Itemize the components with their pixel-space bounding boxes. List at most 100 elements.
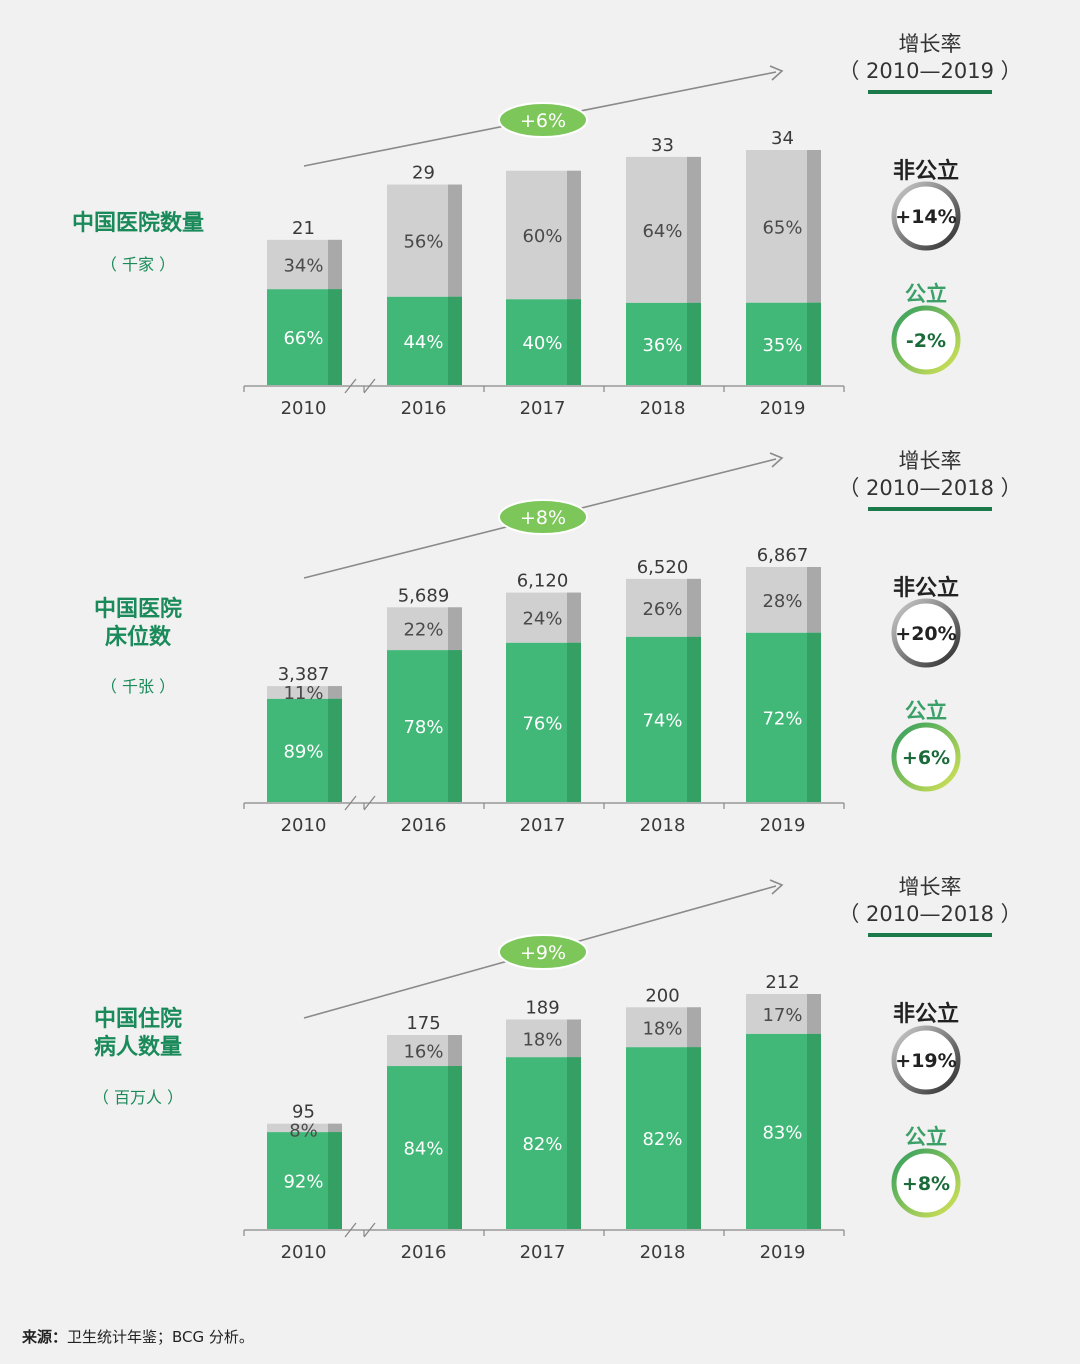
x-tick-label: 2018 <box>640 1242 686 1263</box>
nonpublic-share-label: 24% <box>522 609 562 630</box>
bar-public-side <box>687 636 701 802</box>
axis-break-mark <box>344 1222 357 1238</box>
nonpublic-share-label: 26% <box>642 599 682 620</box>
bar-nonpublic-side <box>807 994 821 1034</box>
chart-title: 床位数 <box>105 624 172 650</box>
public-share-label: 44% <box>403 332 443 353</box>
growth-period: （ 2010—2018 ） <box>838 902 1021 926</box>
bar-nonpublic-side <box>687 156 701 303</box>
bar-public-side <box>807 302 821 385</box>
public-share-label: 82% <box>522 1134 562 1155</box>
bar-public-side <box>328 698 342 802</box>
x-tick-label: 2016 <box>401 398 447 419</box>
bar-public-side <box>567 299 581 385</box>
bar-total-label: 34 <box>771 128 794 149</box>
public-growth-value: +6% <box>902 747 950 769</box>
growth-period: （ 2010—2018 ） <box>838 476 1021 500</box>
chart-title: 中国医院 <box>94 596 182 622</box>
public-share-label: 92% <box>283 1172 323 1193</box>
nonpublic-share-label: 8% <box>289 1121 318 1142</box>
nonpublic-growth-value: +19% <box>895 1050 956 1072</box>
bar-public-side <box>448 296 462 385</box>
bar-public-side <box>448 650 462 802</box>
nonpublic-growth-circle <box>891 1025 961 1095</box>
public-share-label: 76% <box>522 713 562 734</box>
bar-total-label: 6,867 <box>757 545 809 566</box>
bar-public-side <box>687 302 701 385</box>
bar-nonpublic <box>267 686 342 699</box>
bar-total-label: 33 <box>651 135 674 156</box>
cagr-label: +6% <box>520 110 566 132</box>
axis-break-mark <box>363 378 376 394</box>
chart-unit: （ 百万人 ） <box>93 1088 183 1107</box>
cagr-label: +8% <box>520 507 566 529</box>
source-text: 卫生统计年鉴；BCG 分析。 <box>67 1328 254 1346</box>
x-tick-label: 2010 <box>281 1242 327 1263</box>
chart-unit: （ 千家 ） <box>101 255 175 274</box>
x-tick-label: 2018 <box>640 398 686 419</box>
public-growth-value: -2% <box>906 330 946 352</box>
nonpublic-growth-value: +14% <box>895 206 956 228</box>
bar-public-side <box>807 632 821 802</box>
public-growth-circle <box>891 722 961 792</box>
chart-unit: （ 千张 ） <box>101 677 175 696</box>
bar-total-label: 95 <box>292 1102 315 1123</box>
bar-nonpublic-side <box>687 1007 701 1048</box>
growth-underline <box>868 507 992 511</box>
bar-total-label: 200 <box>645 985 679 1006</box>
nonpublic-share-label: 11% <box>283 683 323 704</box>
x-tick-label: 2018 <box>640 815 686 836</box>
source-footer: 来源：卫生统计年鉴；BCG 分析。 <box>22 1326 254 1347</box>
public-share-label: 84% <box>403 1139 443 1160</box>
bar-public-side <box>687 1047 701 1229</box>
nonpublic-share-label: 56% <box>403 232 443 253</box>
x-tick-label: 2019 <box>760 1242 806 1263</box>
growth-underline <box>868 933 992 937</box>
bar-total-label: 189 <box>525 997 559 1018</box>
chart-title: 中国住院 <box>94 1006 182 1032</box>
bar-nonpublic-side <box>807 150 821 303</box>
public-share-label: 74% <box>642 710 682 731</box>
bar-total-label: 5,689 <box>398 585 450 606</box>
growth-rate-heading: 增长率 <box>899 449 962 473</box>
chart-panel-1: 中国医院数量 （ 千家 ） 34% 66% 21 2010 56% 44% 29 2016 60% 4… <box>72 32 1022 419</box>
x-tick-label: 2010 <box>281 398 327 419</box>
public-share-label: 40% <box>522 333 562 354</box>
nonpublic-share-label: 18% <box>522 1029 562 1050</box>
axis-break-mark <box>344 378 357 394</box>
bar-public-side <box>448 1066 462 1229</box>
chart-title: 病人数量 <box>94 1034 182 1060</box>
nonpublic-label: 非公立 <box>893 1001 959 1027</box>
nonpublic-label: 非公立 <box>893 575 959 601</box>
nonpublic-growth-circle <box>891 181 961 251</box>
bar-nonpublic-side <box>328 239 342 290</box>
public-share-label: 89% <box>283 741 323 762</box>
x-tick-label: 2010 <box>281 815 327 836</box>
bar-public-side <box>567 642 581 802</box>
nonpublic-growth-circle <box>891 598 961 668</box>
bar-nonpublic <box>267 1123 342 1133</box>
nonpublic-share-label: 65% <box>762 217 802 238</box>
bar-total-label: 29 <box>412 163 435 184</box>
x-tick-label: 2019 <box>760 398 806 419</box>
axis-break-mark <box>363 1222 376 1238</box>
bar-total-label: 175 <box>406 1013 440 1034</box>
public-growth-circle <box>891 305 961 375</box>
nonpublic-share-label: 34% <box>283 256 323 277</box>
nonpublic-share-label: 28% <box>762 591 802 612</box>
x-tick-label: 2017 <box>520 1242 566 1263</box>
bar-public-side <box>567 1057 581 1229</box>
x-tick-label: 2017 <box>520 815 566 836</box>
public-growth-circle <box>891 1148 961 1218</box>
x-tick-label: 2016 <box>401 1242 447 1263</box>
public-share-label: 82% <box>642 1129 682 1150</box>
public-label: 公立 <box>905 282 947 306</box>
public-share-label: 78% <box>403 717 443 738</box>
bar-total-label: 21 <box>292 218 315 239</box>
growth-period: （ 2010—2019 ） <box>838 59 1021 83</box>
bar-total-label: 6,120 <box>517 571 569 592</box>
x-tick-label: 2017 <box>520 398 566 419</box>
nonpublic-share-label: 22% <box>403 620 443 641</box>
x-tick-label: 2019 <box>760 815 806 836</box>
cagr-arrow-head <box>769 879 784 895</box>
